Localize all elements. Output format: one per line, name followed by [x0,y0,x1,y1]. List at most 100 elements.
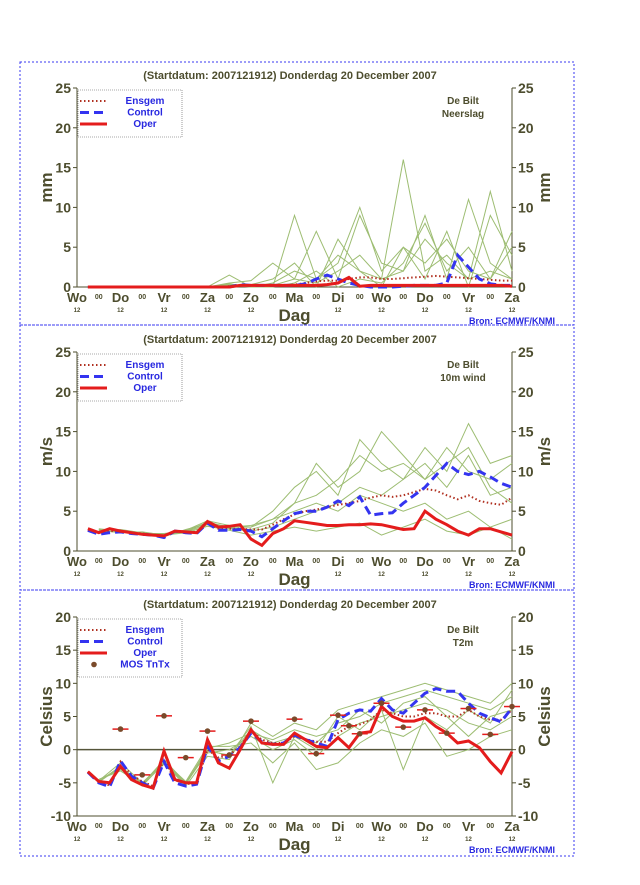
y-tick-label-left: 0 [63,279,71,295]
x-hour-label: 12 [422,572,429,578]
y-axis-label-right: m/s [535,437,554,466]
y-tick-label-right: 10 [518,675,534,691]
mos-tntx-point [139,772,146,778]
x-hour-label: 12 [465,308,472,314]
x-day-label: Wo [372,819,392,834]
x-hour-label: 12 [509,308,516,314]
x-day-label: Zo [243,554,259,569]
chart-title: (Startdatum: 2007121912) Donderdag 20 De… [143,334,436,346]
y-axis-label-left: Celsius [37,686,56,746]
mos-tntx-point [378,700,385,707]
legend-label: Control [127,637,163,648]
y-tick-label-left: 20 [55,384,71,400]
x-day-label: Do [416,554,433,569]
y-tick-label-left: 0 [63,742,71,758]
y-tick-label-right: 0 [518,279,526,295]
y-tick-label-right: 10 [518,199,534,215]
x-hour-label: 12 [422,308,429,314]
x-hour-label: 00 [399,294,407,301]
x-hour-label: 00 [356,823,364,830]
mos-tntx-point [443,730,450,736]
mos-tntx-point [226,752,233,758]
x-hour-label: 12 [74,308,81,314]
x-day-label: Do [416,819,433,834]
variable-label: T2m [453,638,474,649]
x-hour-label: 00 [95,558,103,565]
x-hour-label: 00 [443,558,451,565]
y-tick-label-left: 25 [55,80,71,96]
y-tick-label-right: -5 [518,775,531,791]
x-hour-label: 00 [182,823,190,830]
x-hour-label: 12 [74,572,81,578]
x-hour-label: 00 [225,823,233,830]
y-tick-label-left: 5 [63,239,71,255]
y-tick-label-right: 20 [518,609,534,625]
x-day-label: Vr [157,290,170,305]
x-day-label: Vr [157,819,170,834]
x-hour-label: 00 [138,558,146,565]
x-day-label: Di [332,290,345,305]
x-hour-label: 12 [204,837,211,843]
x-axis-label: Dag [278,570,310,589]
y-tick-label-right: 25 [518,80,534,96]
legend-label: Ensgem [126,625,165,636]
mos-tntx-point [204,728,211,734]
legend-label: Control [127,108,163,119]
station-label: De Bilt [447,625,479,636]
x-day-label: Ma [285,290,304,305]
legend-label: MOS TnTx [120,660,170,671]
y-tick-label-right: 20 [518,120,534,136]
y-tick-label-left: 20 [55,120,71,136]
oper-line [87,509,513,548]
y-tick-label-left: 10 [55,199,71,215]
oper-line [87,275,513,289]
x-hour-label: 12 [509,572,516,578]
x-hour-label: 12 [204,308,211,314]
x-hour-label: 00 [182,558,190,565]
mos-tntx-point [291,716,298,722]
y-tick-label-right: 0 [518,543,526,559]
x-hour-label: 12 [161,837,168,843]
x-hour-label: 12 [161,308,168,314]
mos-tntx-point [346,722,352,729]
x-hour-label: 00 [443,294,451,301]
x-hour-label: 00 [399,558,407,565]
x-hour-label: 00 [95,294,103,301]
y-tick-label-right: 20 [518,384,534,400]
y-tick-label-left: 5 [63,709,71,725]
legend-label: Oper [133,648,156,659]
x-day-label: Wo [67,290,87,305]
x-day-label: Za [504,819,520,834]
x-hour-label: 12 [335,572,342,578]
panel-t2m: (Startdatum: 2007121912) Donderdag 20 De… [19,589,575,857]
chart-title: (Startdatum: 2007121912) Donderdag 20 De… [143,70,436,82]
y-tick-label-left: 25 [55,344,71,360]
mos-tntx-point [465,705,472,712]
x-hour-label: 00 [95,823,103,830]
y-axis-label-left: m/s [37,437,56,466]
x-hour-label: 00 [225,294,233,301]
x-day-label: Ma [285,819,304,834]
x-day-label: Wo [372,290,392,305]
x-hour-label: 00 [356,558,364,565]
x-hour-label: 12 [465,572,472,578]
y-tick-label-right: 10 [518,463,534,479]
x-day-label: Za [504,290,520,305]
x-hour-label: 12 [117,308,124,314]
x-hour-label: 12 [248,837,255,843]
y-tick-label-right: 5 [518,239,526,255]
x-day-label: Zo [243,290,259,305]
y-tick-label-right: 15 [518,160,534,176]
chart-title: (Startdatum: 2007121912) Donderdag 20 De… [143,599,436,611]
x-day-label: Do [416,290,433,305]
x-hour-label: 00 [138,823,146,830]
x-day-label: Vr [462,819,475,834]
y-tick-label-left: 20 [55,609,71,625]
ensemble-member-line-3 [98,422,513,537]
y-tick-label-right: 25 [518,344,534,360]
x-hour-label: 00 [486,823,494,830]
legend-label: Control [127,372,163,383]
